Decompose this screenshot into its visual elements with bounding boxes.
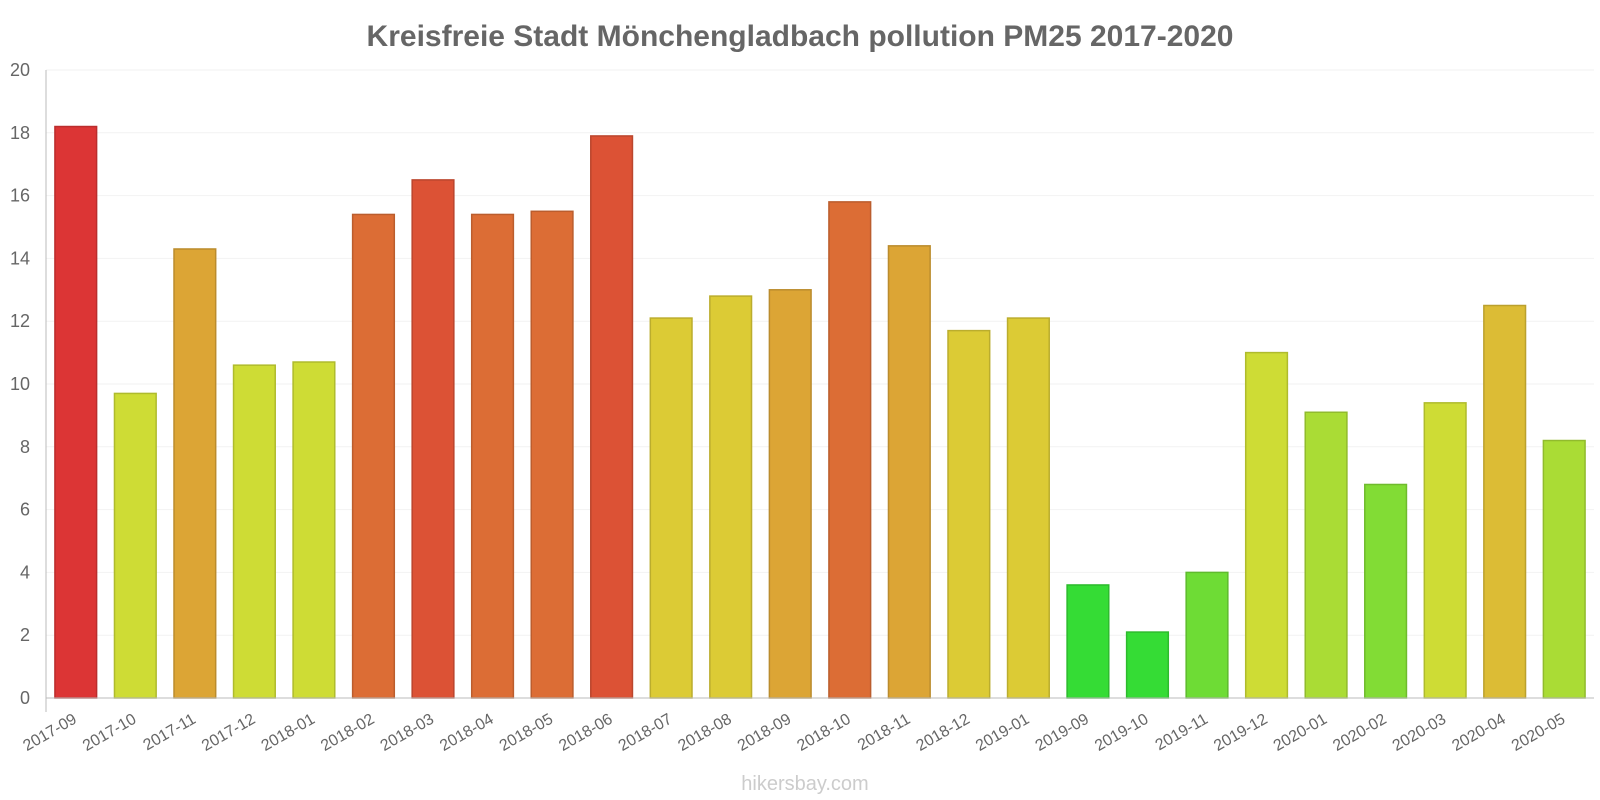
y-tick-label: 2: [20, 625, 30, 645]
bar: [768, 289, 812, 699]
bar: [1125, 631, 1170, 699]
y-tick-label: 20: [10, 60, 30, 80]
gridlines: [46, 69, 1594, 636]
watermark-text: hikersbay.com: [741, 773, 868, 795]
x-tick-label: 2018-05: [497, 711, 556, 755]
bar: [590, 135, 634, 699]
x-tick-label: 2020-03: [1390, 711, 1449, 755]
bar: [1066, 584, 1110, 699]
x-tick-label: 2020-02: [1330, 711, 1389, 755]
bar: [411, 179, 455, 699]
y-axis-ticks: 0 2 4 6 8 10 12 14 16 18 20: [10, 60, 30, 708]
bar: [470, 213, 515, 699]
bars: [54, 125, 1586, 699]
x-axis-ticks: 2017-09 2017-10 2017-11 2017-12 2018-01 2018-…: [20, 711, 1568, 755]
y-tick-label: 6: [20, 500, 30, 520]
x-tick-label: 2018-07: [616, 711, 675, 755]
bar: [709, 295, 753, 699]
y-tick-label: 18: [10, 123, 30, 143]
bar: [1006, 317, 1050, 699]
chart-title: Kreisfreie Stadt Mönchengladbach polluti…: [367, 20, 1234, 53]
x-tick-label: 2018-12: [913, 711, 972, 755]
x-tick-label: 2018-02: [318, 711, 377, 755]
x-tick-label: 2018-10: [794, 711, 853, 755]
bar: [1542, 439, 1586, 699]
bar: [1423, 402, 1467, 699]
x-tick-label: 2017-09: [20, 711, 79, 755]
x-tick-label: 2018-08: [675, 711, 734, 755]
x-tick-label: 2019-12: [1211, 711, 1270, 755]
x-tick-label: 2017-10: [80, 711, 139, 755]
x-tick-label: 2019-11: [1153, 711, 1211, 755]
x-tick-label: 2018-09: [735, 711, 794, 755]
x-tick-label: 2019-10: [1092, 711, 1151, 755]
y-tick-label: 0: [20, 688, 30, 708]
x-tick-label: 2018-11: [855, 711, 913, 755]
x-tick-label: 2017-12: [199, 711, 258, 755]
bar: [1244, 351, 1289, 699]
bar: [1185, 571, 1229, 699]
bar: [649, 317, 693, 699]
x-tick-label: 2020-05: [1509, 711, 1568, 755]
bar: [530, 210, 574, 699]
y-tick-label: 8: [20, 437, 30, 457]
x-tick-label: 2018-06: [556, 711, 615, 755]
bar: [54, 125, 98, 699]
x-tick-label: 2020-04: [1449, 711, 1508, 755]
bar: [232, 364, 276, 699]
bar: [1304, 411, 1348, 699]
bar: [292, 361, 336, 699]
x-tick-label: 2018-01: [259, 711, 318, 755]
x-tick-label: 2020-01: [1271, 711, 1330, 755]
bar: [887, 245, 931, 699]
bar: [351, 213, 396, 699]
y-tick-label: 10: [10, 374, 30, 394]
x-tick-label: 2018-03: [378, 711, 437, 755]
x-tick-label: 2019-01: [973, 711, 1032, 755]
x-tick-label: 2019-09: [1033, 711, 1092, 755]
bar: [1364, 483, 1408, 699]
bar: [113, 392, 157, 699]
y-tick-label: 12: [10, 311, 30, 331]
y-tick-label: 4: [20, 562, 30, 582]
bar: [173, 248, 217, 699]
bar: [947, 329, 991, 699]
y-tick-label: 16: [10, 186, 30, 206]
x-tick-label: 2017-11: [141, 711, 199, 755]
bar: [1483, 304, 1527, 699]
bar: [828, 201, 872, 699]
axes: [45, 70, 1594, 712]
x-tick-label: 2018-04: [437, 711, 496, 755]
y-tick-label: 14: [10, 248, 30, 268]
